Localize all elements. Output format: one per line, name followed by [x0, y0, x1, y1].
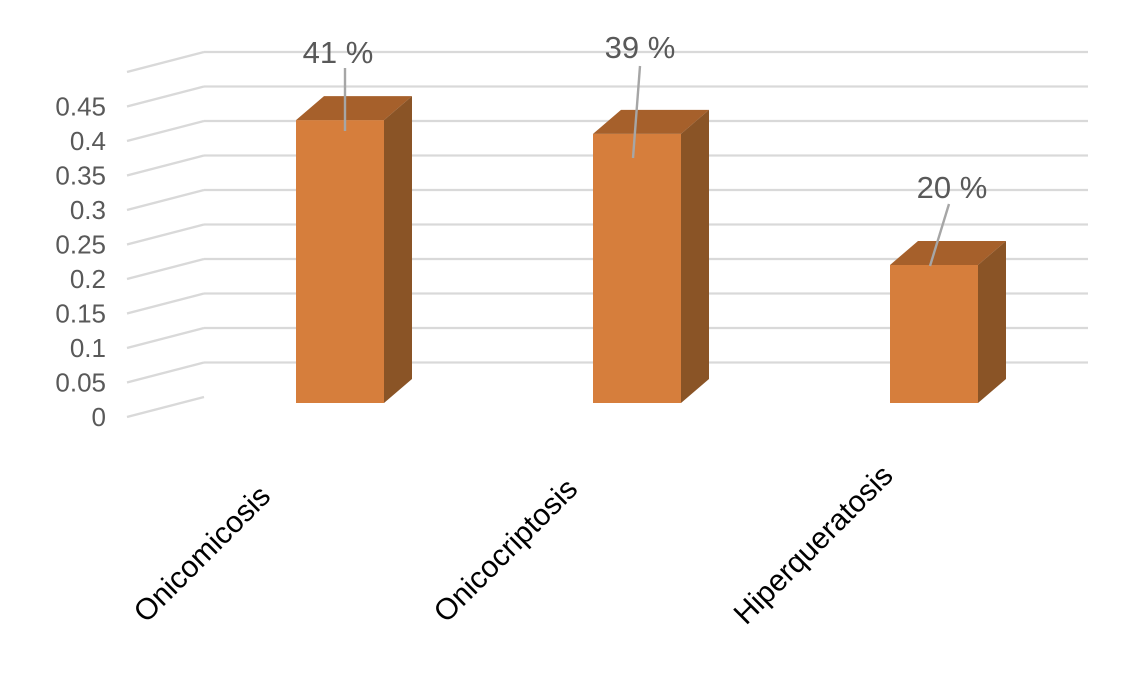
- gridline-depth-segment: [126, 223, 205, 246]
- gridline-depth-segment: [126, 395, 205, 419]
- data-label-leader-line: [631, 65, 642, 159]
- y-axis-tick-label: 0.1: [70, 333, 106, 363]
- y-axis-tick-label: 0.4: [70, 126, 106, 156]
- y-axis-tick-label: 0.3: [70, 195, 106, 225]
- bar-side-face-onicocriptosis: [681, 109, 709, 404]
- gridline-depth-segment: [126, 85, 205, 108]
- bar-side-face-onicomicosis: [384, 96, 412, 403]
- data-label: 20 %: [917, 170, 988, 205]
- bar-front-face-onicomicosis: [296, 120, 384, 403]
- gridline-depth-segment: [126, 50, 205, 74]
- gridline-depth-segment: [126, 361, 205, 384]
- y-axis-tick-label: 0.2: [70, 264, 106, 294]
- y-axis-tick-label: 0.25: [55, 230, 106, 260]
- gridline-depth-segment: [126, 119, 205, 143]
- y-axis-tick-label: 0.15: [55, 299, 106, 329]
- data-label: 41 %: [303, 35, 374, 70]
- gridline-depth-segment: [126, 154, 205, 177]
- data-label: 39 %: [605, 30, 676, 65]
- data-label-leader-line: [928, 203, 951, 267]
- gridline-depth-segment: [126, 188, 205, 212]
- bar-top-face-hiperqueratosis: [890, 241, 1006, 265]
- bar-top-face-onicomicosis: [296, 96, 412, 121]
- bar-front-face-hiperqueratosis: [890, 265, 978, 403]
- y-axis-tick-label: 0.35: [55, 161, 106, 191]
- gridline-depth-segment: [126, 257, 205, 281]
- y-axis-tick-label: 0.05: [55, 368, 106, 398]
- gridline-depth-segment: [126, 326, 205, 350]
- bar-front-face-onicocriptosis: [593, 133, 681, 403]
- y-axis-tick-label: 0.45: [55, 92, 106, 122]
- gridline-depth-segment: [126, 292, 205, 315]
- bar-side-face-hiperqueratosis: [978, 241, 1006, 403]
- bar-top-face-onicocriptosis: [593, 109, 709, 134]
- y-axis-tick-label: 0: [92, 402, 106, 432]
